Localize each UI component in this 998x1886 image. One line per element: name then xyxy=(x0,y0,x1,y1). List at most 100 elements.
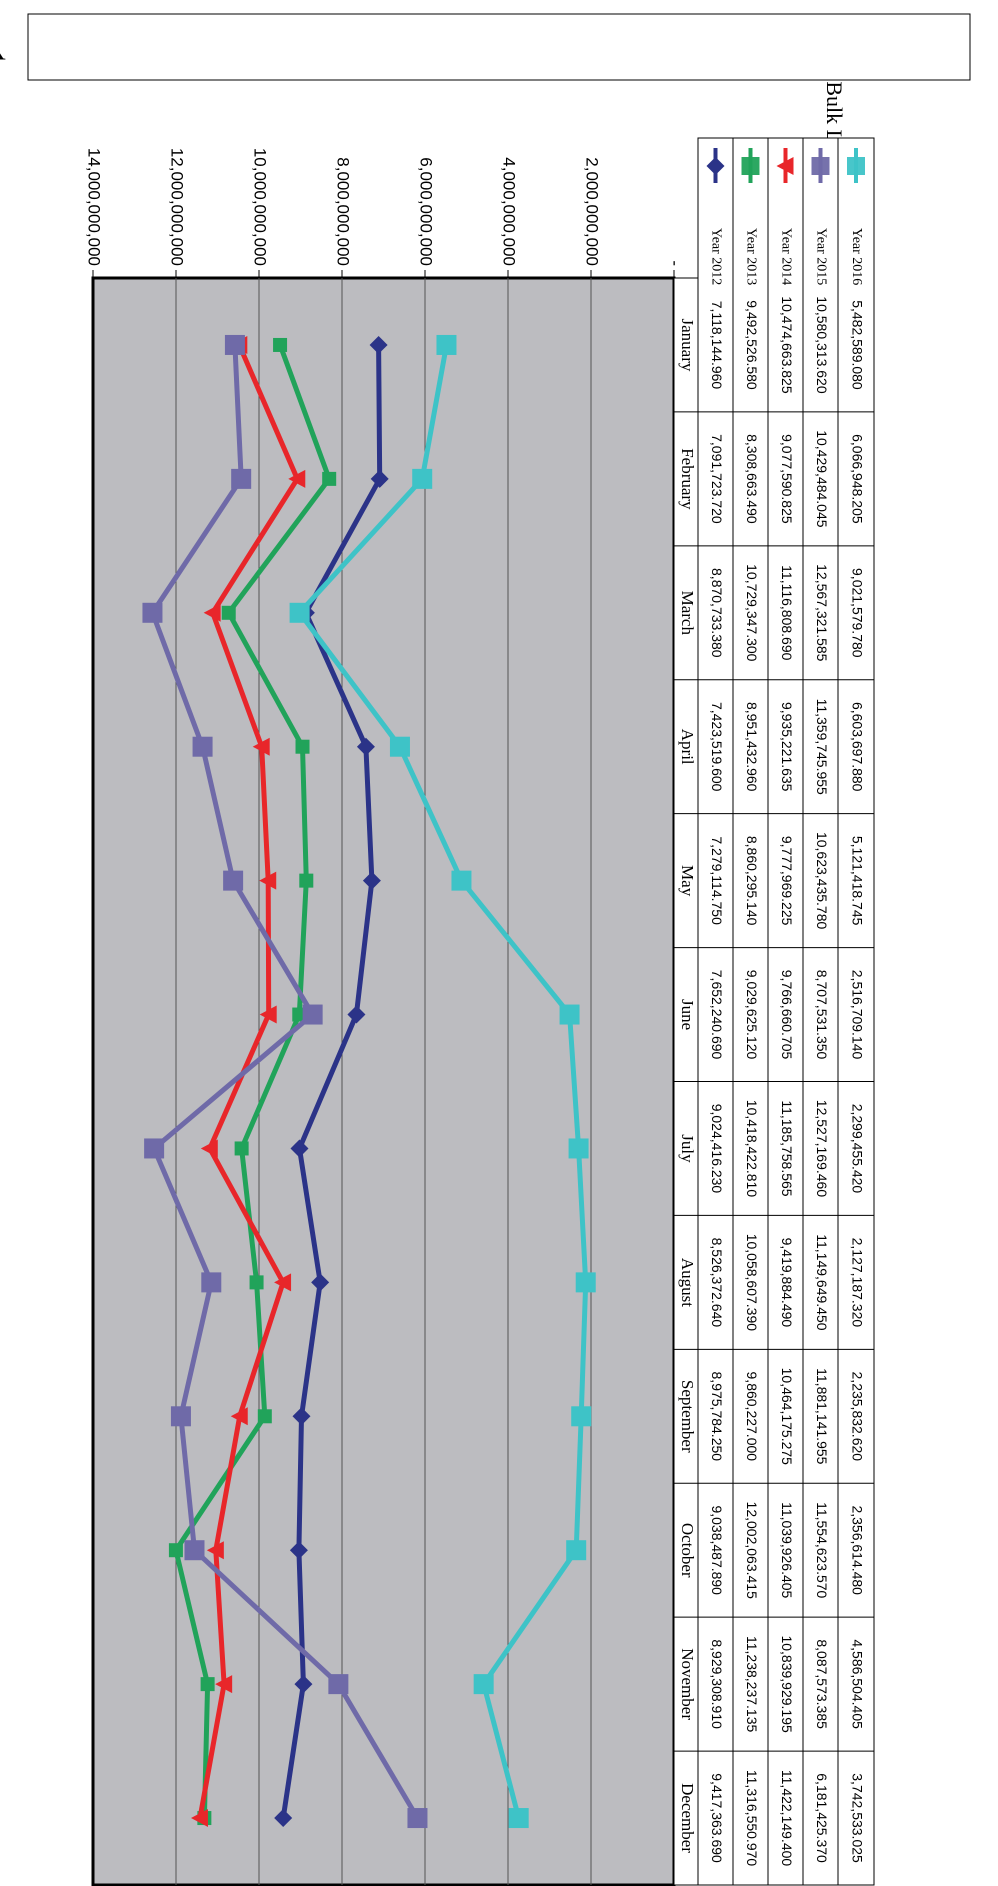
data-point xyxy=(568,1138,589,1159)
series-line xyxy=(173,344,332,1819)
data-point xyxy=(292,1407,311,1426)
table-cell: 11,359,745.955 xyxy=(814,699,830,795)
table-cell: 7,118,144.960 xyxy=(709,301,725,390)
table-series-label: Year 2016 xyxy=(849,228,864,285)
table-cell: 4,586,504.405 xyxy=(849,1639,865,1729)
table-cell: 10,464,175.275 xyxy=(779,1368,795,1466)
data-point xyxy=(206,1541,224,1560)
series-line xyxy=(150,344,420,1820)
data-point xyxy=(203,603,221,622)
table-cell: 8,860,295.140 xyxy=(744,836,760,926)
table-cell: 11,881,141.955 xyxy=(814,1368,830,1464)
table-cell: 8,975,784.250 xyxy=(709,1372,725,1462)
data-point xyxy=(215,1675,233,1694)
data-point xyxy=(294,1675,313,1694)
chart-frame: - 2,000,000,000 4,000,000,000 6,000,000,000… xyxy=(0,13,971,1886)
y-tick-label: 6,000,000,000 xyxy=(417,157,436,266)
data-point xyxy=(356,737,375,756)
data-point xyxy=(575,1272,596,1293)
table-cell: 9,029,625.120 xyxy=(744,970,760,1060)
table-cell: 2,235,832.620 xyxy=(849,1372,865,1462)
data-table: January February March April May June July Augu… xyxy=(673,137,875,1886)
table-cell: 8,929,308.910 xyxy=(709,1639,725,1729)
data-point xyxy=(190,1809,208,1828)
table-month-label: April xyxy=(678,729,697,765)
table-cell: 8,870,733.380 xyxy=(709,568,725,658)
table-cell: 8,308,663.490 xyxy=(744,434,760,524)
table-cell: 10,474,663.825 xyxy=(779,296,795,394)
data-point xyxy=(362,871,381,890)
table-cell: 5,121,418.745 xyxy=(849,836,865,926)
data-point xyxy=(328,1674,349,1695)
table-row xyxy=(837,137,875,1886)
legend-label: Year 2016 xyxy=(0,33,6,66)
series-line xyxy=(297,344,589,1819)
table-row xyxy=(732,137,769,1886)
table-cell: 12,527,169.460 xyxy=(814,1100,830,1198)
data-point xyxy=(322,471,337,486)
data-point xyxy=(311,1273,330,1292)
table-cell: 6,603,697.880 xyxy=(849,702,865,792)
table-cell: 7,652,240.690 xyxy=(709,970,725,1060)
data-point xyxy=(295,739,310,754)
data-point xyxy=(473,1674,494,1695)
table-series-label: Year 2014 xyxy=(778,228,793,285)
table-cell: 9,417,363.690 xyxy=(709,1773,725,1863)
data-point xyxy=(274,1273,292,1292)
table-cell: 12,002,063.415 xyxy=(744,1502,760,1600)
data-point xyxy=(412,468,433,489)
data-point xyxy=(274,1809,293,1828)
data-point xyxy=(559,1004,580,1025)
table-cell: 9,038,487.890 xyxy=(709,1505,725,1595)
data-point xyxy=(571,1406,592,1427)
table-cell: 3,742,533.025 xyxy=(849,1773,865,1863)
data-point xyxy=(170,1406,191,1427)
data-point xyxy=(436,334,457,355)
table-month-label: May xyxy=(678,865,697,897)
data-point xyxy=(451,870,472,891)
table-cell: 9,777,969.225 xyxy=(779,836,795,926)
data-point xyxy=(566,1540,587,1561)
table-cell: 2,516,709.140 xyxy=(849,970,865,1060)
table-cell: 9,021,579.780 xyxy=(849,568,865,658)
data-point xyxy=(407,1808,428,1829)
data-point xyxy=(259,871,277,890)
data-point xyxy=(299,873,314,888)
series-year-2016 xyxy=(289,334,596,1829)
table-cell: 7,423,519.600 xyxy=(709,702,725,792)
data-point xyxy=(289,602,310,623)
table-month-label: October xyxy=(678,1523,697,1578)
data-point xyxy=(231,468,252,489)
y-tick-label: 10,000,000,000 xyxy=(251,148,270,266)
data-point xyxy=(184,1540,205,1561)
y-tick-label: 8,000,000,000 xyxy=(334,157,353,266)
table-cell: 10,580,313.620 xyxy=(814,296,830,394)
data-point xyxy=(142,602,163,623)
table-cell: 11,039,926.405 xyxy=(779,1502,795,1598)
data-point xyxy=(288,469,306,488)
table-cell: 8,707,531.350 xyxy=(814,970,830,1060)
table-row xyxy=(802,137,839,1886)
table-cell: 11,238,237.135 xyxy=(744,1636,760,1732)
data-point xyxy=(706,157,725,175)
y-tick-label: 14,000,000,000 xyxy=(85,148,104,266)
data-point xyxy=(200,1139,218,1158)
table-cell: 11,116,808.690 xyxy=(779,565,795,660)
table-cell: 11,316,550.970 xyxy=(744,1770,760,1866)
data-point xyxy=(290,1139,309,1158)
data-point xyxy=(192,736,213,757)
table-month-label: March xyxy=(678,591,697,636)
data-point xyxy=(776,157,794,175)
table-cell: 2,127,187.320 xyxy=(849,1238,865,1328)
table-cell: 9,492,526.580 xyxy=(744,300,760,390)
data-point xyxy=(221,605,236,620)
table-cell: 5,482,589.080 xyxy=(849,300,865,390)
table-month-label: July xyxy=(678,1134,697,1163)
y-tick-label: 4,000,000,000 xyxy=(500,157,519,266)
table-cell: 9,860,227.000 xyxy=(744,1372,760,1462)
y-tick-label: 12,000,000,000 xyxy=(168,148,187,266)
data-point xyxy=(168,1543,183,1558)
table-month-label: February xyxy=(678,448,697,510)
data-point xyxy=(302,1004,323,1025)
